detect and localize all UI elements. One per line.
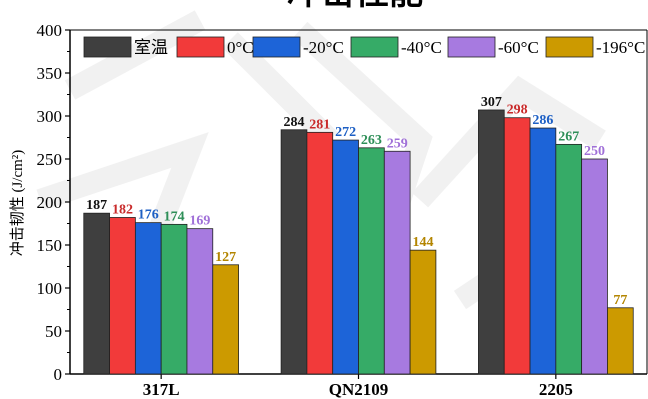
legend: 室温 0°C -20°C -40°C -60°C -196°C: [83, 36, 645, 58]
bar-2205-2: [529, 127, 557, 375]
bar-2205-5: [607, 307, 634, 375]
data-label: 144: [413, 235, 434, 250]
bars: [83, 109, 634, 375]
bar-2205-4: [581, 158, 608, 375]
data-labels: 187 182 176 174 169 127 284 281 272 263 259 144 307 2…: [86, 95, 627, 308]
legend-swatch: [447, 36, 496, 58]
data-label: 127: [215, 250, 236, 265]
bar-qn2109-2: [332, 139, 359, 375]
bar-qn2109-3: [358, 147, 385, 375]
watermark: [36, 10, 606, 334]
y-tick-label: 200: [37, 193, 63, 212]
y-axis-title: 冲击韧性 (J/cm²): [9, 150, 26, 257]
bar-qn2109-0: [280, 129, 308, 375]
y-tick-label: 0: [54, 365, 63, 384]
bar-2205-3: [555, 143, 583, 375]
chart-title: 冲击性能: [287, 0, 423, 12]
legend-label: 室温: [134, 38, 168, 57]
legend-swatch: [350, 36, 399, 58]
bar-317l-0: [83, 212, 110, 375]
legend-label: -60°C: [498, 38, 539, 57]
data-label: 182: [112, 202, 133, 217]
y-tick-label: 350: [37, 64, 63, 83]
data-label: 250: [584, 144, 605, 159]
legend-swatch: [545, 36, 594, 58]
data-label: 284: [284, 115, 305, 130]
legend-label: -40°C: [401, 38, 442, 57]
y-tick-label: 50: [45, 322, 62, 341]
data-label: 263: [361, 133, 382, 148]
y-tick-label: 400: [37, 21, 63, 40]
bar-qn2109-4: [383, 150, 411, 375]
bar-317l-5: [212, 264, 239, 375]
legend-label: 0°C: [227, 38, 254, 57]
x-tick-label: 317L: [143, 380, 180, 399]
axes: 0 50 100 150 200 250 300 350 400 317L QN2109 2205: [37, 21, 648, 399]
bar-317l-1: [109, 217, 136, 375]
data-label: 259: [387, 136, 408, 151]
y-tick-label: 100: [37, 279, 63, 298]
bar-317l-4: [186, 228, 214, 375]
x-tick-label: 2205: [539, 380, 573, 399]
data-label: 187: [86, 198, 107, 213]
bar-qn2109-1: [306, 131, 334, 375]
data-label: 286: [532, 113, 553, 128]
y-tick-label: 300: [37, 107, 63, 126]
data-label: 281: [309, 117, 330, 132]
bar-2205-1: [503, 117, 531, 375]
data-label: 176: [138, 208, 159, 223]
data-label: 307: [481, 95, 502, 110]
legend-swatch: [252, 36, 301, 58]
bar-2205-0: [478, 109, 505, 375]
legend-label: -196°C: [596, 38, 645, 57]
data-label: 77: [613, 293, 627, 308]
data-label: 272: [335, 125, 356, 140]
bar-317l-3: [160, 223, 188, 375]
y-tick-label: 250: [37, 150, 63, 169]
data-label: 169: [189, 214, 210, 229]
legend-swatch: [83, 36, 132, 58]
y-tick-label: 150: [37, 236, 63, 255]
x-tick-label: QN2109: [329, 380, 389, 399]
legend-swatch: [176, 36, 225, 58]
data-label: 267: [558, 129, 579, 144]
legend-label: -20°C: [303, 38, 344, 57]
data-label: 174: [164, 209, 185, 224]
data-label: 298: [507, 103, 528, 118]
bar-qn2109-5: [409, 249, 437, 375]
bar-317l-2: [134, 222, 162, 375]
